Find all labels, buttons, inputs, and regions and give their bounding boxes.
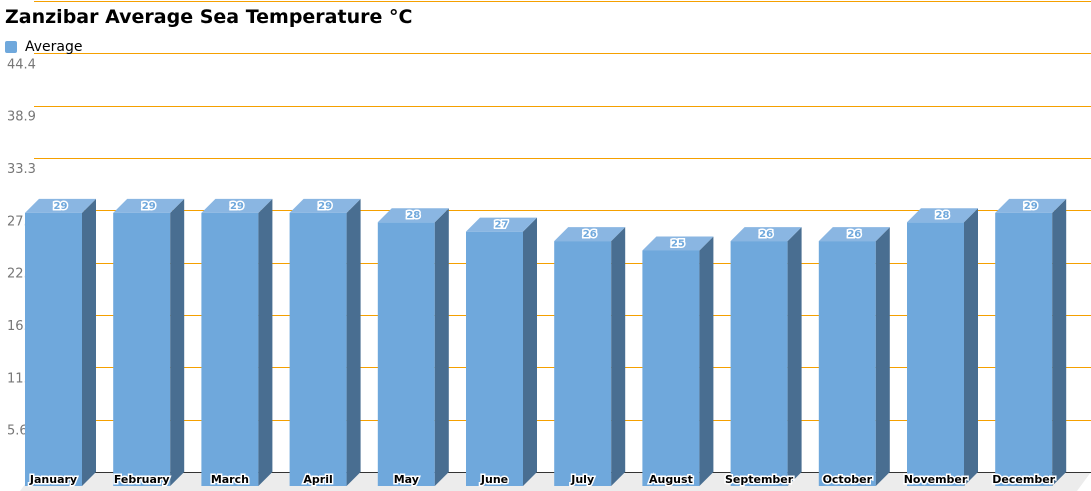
y-tick-label: 5.6 bbox=[7, 424, 28, 439]
bar-top bbox=[289, 198, 361, 213]
y-tick-label: 33.3 bbox=[7, 162, 36, 177]
bar-side bbox=[523, 217, 537, 486]
bar-front bbox=[730, 241, 788, 486]
x-tick-label: May bbox=[394, 473, 419, 486]
data-label: 26 bbox=[847, 229, 861, 240]
bar-side bbox=[82, 198, 96, 486]
bar-front bbox=[201, 212, 259, 486]
bar-top bbox=[25, 198, 96, 213]
y-tick-label: 38.9 bbox=[7, 110, 36, 125]
bar-side bbox=[699, 236, 714, 486]
bar-top bbox=[907, 208, 978, 223]
data-label: 26 bbox=[583, 229, 597, 240]
data-label: 29 bbox=[54, 201, 68, 212]
data-label: 27 bbox=[495, 220, 509, 231]
bar-front bbox=[907, 222, 964, 487]
bar-side bbox=[964, 208, 978, 487]
data-label: 26 bbox=[759, 229, 773, 240]
bar-top bbox=[377, 208, 449, 223]
chart-title: Zanzibar Average Sea Temperature °C bbox=[5, 6, 413, 28]
data-label: 29 bbox=[230, 201, 244, 212]
bar-front bbox=[466, 231, 523, 486]
data-label: 25 bbox=[671, 239, 685, 250]
bar-top bbox=[554, 227, 626, 242]
data-label: 29 bbox=[318, 201, 332, 212]
bar-side bbox=[258, 198, 273, 486]
bar-top bbox=[642, 236, 714, 251]
x-tick-label: August bbox=[649, 473, 693, 486]
bar-front bbox=[642, 250, 700, 486]
bar-front bbox=[289, 212, 347, 486]
bar-front bbox=[113, 212, 171, 486]
x-tick-label: October bbox=[823, 473, 873, 486]
data-label: 28 bbox=[936, 210, 950, 221]
bar-front bbox=[995, 212, 1053, 486]
x-tick-label: July bbox=[570, 473, 594, 486]
bar-front bbox=[25, 212, 82, 486]
bar-front bbox=[818, 241, 876, 486]
legend-label: Average bbox=[25, 39, 83, 55]
bar-side bbox=[787, 227, 802, 486]
x-tick-label: November bbox=[904, 473, 968, 486]
x-tick-label: June bbox=[480, 473, 508, 486]
x-tick-label: March bbox=[211, 473, 249, 486]
bar-top bbox=[466, 217, 537, 232]
bar-side bbox=[611, 227, 626, 486]
data-label: 28 bbox=[406, 210, 420, 221]
bar-front bbox=[554, 241, 612, 486]
bar-side bbox=[875, 227, 890, 486]
bar-top bbox=[113, 198, 185, 213]
x-tick-label: January bbox=[29, 473, 77, 486]
data-label: 29 bbox=[142, 201, 156, 212]
legend: Average bbox=[5, 39, 83, 55]
bar-side bbox=[346, 198, 361, 486]
legend-swatch bbox=[5, 41, 17, 53]
bar-top bbox=[730, 227, 802, 242]
bar-side bbox=[1052, 198, 1067, 486]
data-label: 29 bbox=[1024, 201, 1038, 212]
bar-top bbox=[995, 198, 1067, 213]
x-tick-label: December bbox=[992, 473, 1055, 486]
bar-top bbox=[201, 198, 273, 213]
bar-side bbox=[170, 198, 185, 486]
bar-top bbox=[818, 227, 890, 242]
x-tick-label: February bbox=[114, 473, 170, 486]
x-tick-label: April bbox=[303, 473, 332, 486]
y-tick-label: 44.4 bbox=[7, 57, 36, 72]
bar-front bbox=[377, 222, 435, 487]
x-tick-label: September bbox=[725, 473, 794, 486]
bar-side bbox=[434, 208, 449, 487]
